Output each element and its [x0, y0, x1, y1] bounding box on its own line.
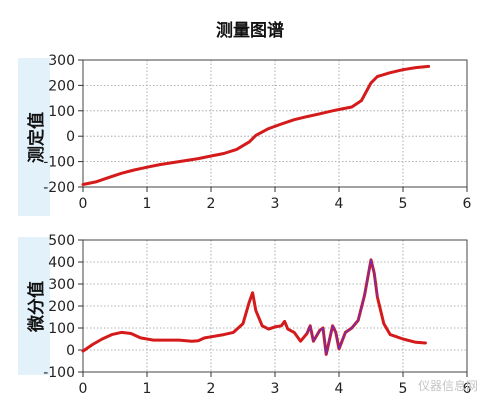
bottom-chart-ytick-label: 500	[48, 233, 75, 249]
bottom-chart-xtick-label: 4	[335, 381, 344, 397]
bottom-chart-xtick-label: 2	[207, 381, 216, 397]
top-chart-ytick-label: -200	[43, 180, 75, 196]
bottom-chart-ytick-label: 300	[48, 277, 75, 293]
top-chart-xtick-label: 2	[207, 196, 216, 212]
top-chart-ylabel-panel: 测定值	[18, 58, 50, 216]
top-chart-series-line	[81, 64, 431, 186]
top-chart-ytick-label: 300	[48, 53, 75, 69]
page-title: 测量图谱	[216, 21, 284, 41]
top-chart-xtick-label: 5	[399, 196, 408, 212]
top-chart-xtick-label: 4	[335, 196, 344, 212]
top-chart-ytick-label: -100	[43, 155, 75, 171]
top-chart-xtick-label: 1	[143, 196, 152, 212]
bottom-chart-xtick-label: 0	[79, 381, 88, 397]
top-chart-ytick-label: 100	[48, 104, 75, 120]
bottom-chart-series-highlight	[306, 259, 378, 355]
top-chart-ytick-label: 200	[48, 78, 75, 94]
bottom-chart-ytick-label: 400	[48, 255, 75, 271]
watermark: 仪器信息网	[418, 379, 479, 393]
bottom-chart-ylabel-panel: 微分值	[18, 237, 50, 375]
top-chart-ytick-label: 0	[66, 129, 75, 145]
top-chart-xtick-label: 3	[271, 196, 280, 212]
bottom-chart-xtick-label: 1	[143, 381, 152, 397]
bottom-chart-xtick-label: 6	[463, 381, 472, 397]
bottom-chart-ytick-label: 200	[48, 299, 75, 315]
bottom-chart-xtick-label: 3	[271, 381, 280, 397]
bottom-chart-ytick-label: -100	[43, 365, 75, 381]
bottom-chart-ytick-label: 100	[48, 321, 75, 337]
top-chart-xtick-label: 0	[79, 196, 88, 212]
bottom-chart-ytick-label: 0	[66, 343, 75, 359]
bottom-chart-xtick-label: 5	[399, 381, 408, 397]
top-chart-xtick-label: 6	[463, 196, 472, 212]
